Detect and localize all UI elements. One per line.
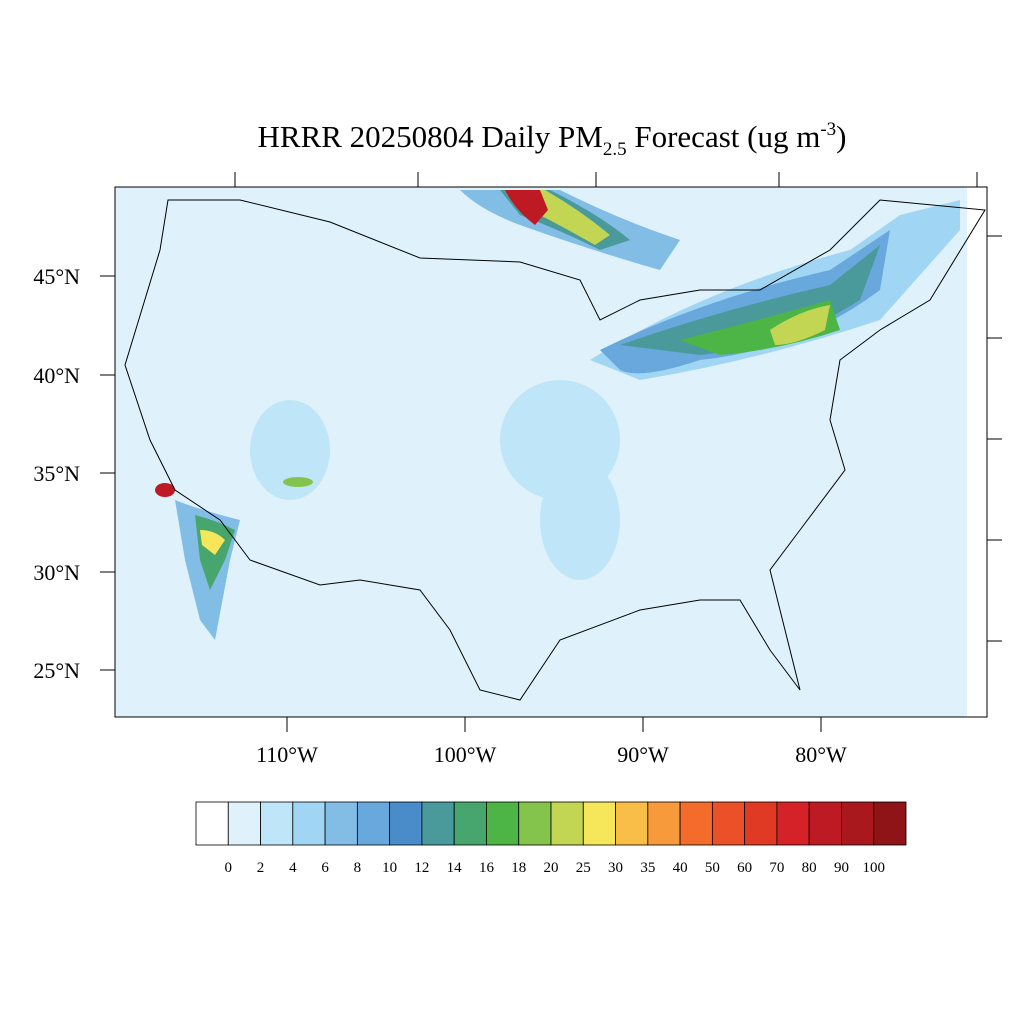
colorbar-label: 12 <box>414 860 429 876</box>
map-nodata <box>967 187 987 717</box>
colorbar-label: 80 <box>802 860 817 876</box>
title-end: ) <box>836 119 846 154</box>
colorbar-label: 16 <box>479 860 495 876</box>
color-box <box>324 801 358 846</box>
lat-label: 40°N <box>33 363 80 388</box>
map-frame <box>114 186 988 718</box>
title-main: HRRR 20250804 Daily PM <box>258 119 603 154</box>
color-box <box>647 801 681 846</box>
title-after: Forecast (ug m <box>627 119 821 154</box>
title-subscript: 2.5 <box>603 139 627 160</box>
color-box <box>195 801 229 846</box>
colorbar-label: 30 <box>608 860 623 876</box>
title-superscript: -3 <box>820 119 836 140</box>
color-box <box>518 801 552 846</box>
lon-label: 100°W <box>434 742 497 767</box>
color-box <box>260 801 294 846</box>
colorbar-label: 8 <box>354 860 362 876</box>
plumes <box>155 190 960 640</box>
color-box <box>841 801 875 846</box>
colorbar-label: 18 <box>511 860 526 876</box>
color-box <box>808 801 842 846</box>
lat-label: 35°N <box>33 461 80 486</box>
color-box <box>776 801 810 846</box>
us-outline <box>124 199 986 701</box>
colorbar-label: 25 <box>576 860 591 876</box>
title: HRRR 20250804 Daily PM2.5 Forecast (ug m… <box>258 119 847 160</box>
colorbar-label: 100 <box>862 860 885 876</box>
colorbar-label: 4 <box>289 860 297 876</box>
color-box <box>421 801 455 846</box>
colorbar-label: 20 <box>544 860 559 876</box>
map <box>100 172 1002 732</box>
color-box <box>873 801 907 846</box>
color-box <box>679 801 713 846</box>
colorbar-label: 14 <box>447 860 463 876</box>
lat-label: 30°N <box>33 560 80 585</box>
colorbar-label: 0 <box>225 860 233 876</box>
lat-label: 45°N <box>33 264 80 289</box>
color-box <box>356 801 391 846</box>
colorbar-label: 70 <box>769 860 784 876</box>
color-box <box>486 801 520 846</box>
color-box <box>744 801 778 846</box>
color-box <box>582 801 616 846</box>
lat-label: 25°N <box>33 658 80 683</box>
colorbar-label: 60 <box>737 860 752 876</box>
colorbar: 0 2 4 6 8 10 12 14 16 18 20 25 30 35 40 50 60 70 80 90 100 <box>195 801 907 876</box>
colorbar-label: 35 <box>640 860 655 876</box>
lon-label: 90°W <box>617 742 669 767</box>
color-box <box>292 801 326 846</box>
colorbar-label: 2 <box>257 860 265 876</box>
colorbar-label: 6 <box>321 860 329 876</box>
lon-label: 80°W <box>795 742 847 767</box>
colorbar-label: 10 <box>382 860 397 876</box>
colorbar-label: 50 <box>705 860 720 876</box>
color-box <box>453 801 487 846</box>
colorbar-label: 40 <box>673 860 688 876</box>
colorbar-label: 90 <box>834 860 849 876</box>
color-box <box>550 801 584 846</box>
color-box <box>615 801 649 846</box>
color-box <box>711 801 746 846</box>
frame-ticks <box>100 172 1002 732</box>
lon-label: 110°W <box>256 742 318 767</box>
color-box <box>389 801 423 846</box>
axis-labels: 45°N 40°N 35°N 30°N 25°N 110°W 100°W 90°W 80°W <box>33 264 847 767</box>
color-box <box>227 801 261 846</box>
